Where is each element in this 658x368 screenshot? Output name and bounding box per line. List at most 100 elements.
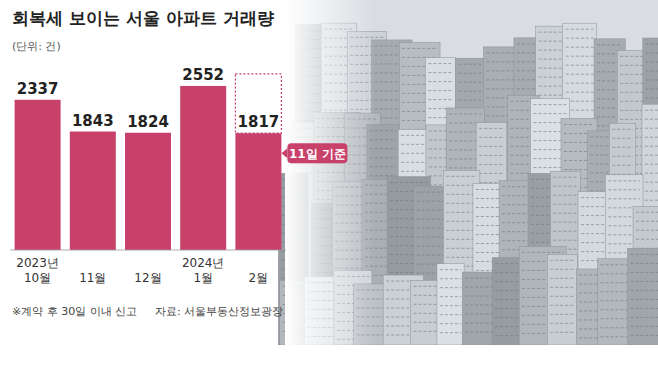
window-row — [428, 63, 452, 64]
window-row — [608, 189, 640, 190]
window-row — [645, 164, 658, 165]
window-row — [553, 204, 577, 205]
footnote: ※계약 후 30일 이내 신고 — [12, 305, 137, 318]
category-label: 2월 — [249, 271, 269, 285]
window-row — [553, 213, 577, 214]
window-row — [646, 80, 658, 81]
window-row — [495, 335, 519, 336]
window-row — [646, 98, 658, 99]
window-row — [479, 137, 504, 138]
window-row — [566, 38, 594, 39]
data-label: 2337 — [17, 80, 59, 98]
window-row — [550, 314, 574, 315]
window-row — [446, 257, 477, 258]
window-row — [645, 182, 658, 183]
window-row — [550, 296, 574, 297]
window-row — [608, 180, 640, 181]
window-row — [553, 186, 577, 187]
window-row — [495, 281, 519, 282]
window-row — [401, 162, 427, 163]
window-row — [631, 335, 658, 336]
window-row — [401, 171, 427, 172]
window-row — [566, 74, 594, 75]
window-row — [645, 137, 658, 138]
window-row — [534, 104, 567, 105]
window-row — [531, 179, 553, 180]
window-row — [564, 124, 594, 125]
window-row — [446, 176, 477, 177]
window-row — [486, 88, 515, 89]
building — [437, 264, 464, 345]
category-line: 11월 — [79, 271, 106, 285]
window-row — [636, 230, 658, 231]
data-label: 1843 — [72, 112, 114, 130]
window-row — [531, 206, 553, 207]
window-row — [531, 197, 553, 198]
window-row — [446, 203, 477, 204]
window-row — [486, 70, 515, 71]
window-row — [566, 47, 594, 48]
window-row — [612, 156, 633, 157]
window-row — [645, 191, 658, 192]
annotation-pointer — [281, 148, 287, 158]
building — [628, 248, 658, 345]
data-label: 2552 — [182, 66, 224, 84]
window-row — [631, 308, 658, 309]
category-line: 2023년 — [16, 256, 59, 270]
window-row — [612, 138, 633, 139]
background-photo — [0, 0, 658, 368]
window-row — [646, 89, 658, 90]
subtitle: (단위: 건) — [12, 40, 61, 53]
window-row — [553, 195, 577, 196]
category-label: 11월 — [79, 271, 106, 285]
window-row — [631, 254, 658, 255]
window-row — [612, 147, 633, 148]
window-row — [631, 326, 658, 327]
window-row — [534, 113, 567, 114]
data-label: 1817 — [238, 113, 280, 131]
window-row — [553, 231, 577, 232]
window-row — [566, 29, 594, 30]
bar — [15, 100, 61, 250]
window-row — [440, 305, 461, 306]
window-row — [459, 82, 482, 83]
window-row — [636, 221, 658, 222]
title: 회복세 보이는 서울 아파트 거래량 — [12, 8, 274, 28]
window-row — [631, 317, 658, 318]
window-row — [631, 290, 658, 291]
window-row — [550, 323, 574, 324]
bottom-margin — [0, 345, 658, 368]
window-row — [479, 128, 504, 129]
building — [547, 254, 577, 345]
category-line: 2024년 — [182, 256, 225, 270]
window-row — [645, 119, 658, 120]
window-row — [440, 278, 461, 279]
window-row — [550, 269, 574, 270]
window-row — [446, 185, 477, 186]
window-row — [428, 99, 452, 100]
window-row — [645, 200, 658, 201]
window-row — [645, 128, 658, 129]
window-row — [550, 305, 574, 306]
window-row — [446, 212, 477, 213]
window-row — [636, 212, 658, 213]
window-row — [646, 71, 658, 72]
window-row — [566, 110, 594, 111]
window-row — [631, 272, 658, 273]
bar — [180, 86, 226, 250]
baseline — [10, 250, 286, 251]
window-row — [486, 79, 515, 80]
window-row — [495, 308, 519, 309]
window-row — [631, 281, 658, 282]
window-row — [479, 155, 504, 156]
window-row — [531, 233, 553, 234]
window-row — [449, 113, 481, 114]
window-row — [531, 188, 553, 189]
window-row — [459, 73, 482, 74]
window-row — [645, 155, 658, 156]
data-label: 1824 — [127, 113, 169, 131]
window-row — [428, 72, 452, 73]
window-row — [566, 56, 594, 57]
window-row — [440, 287, 461, 288]
window-row — [645, 110, 658, 111]
